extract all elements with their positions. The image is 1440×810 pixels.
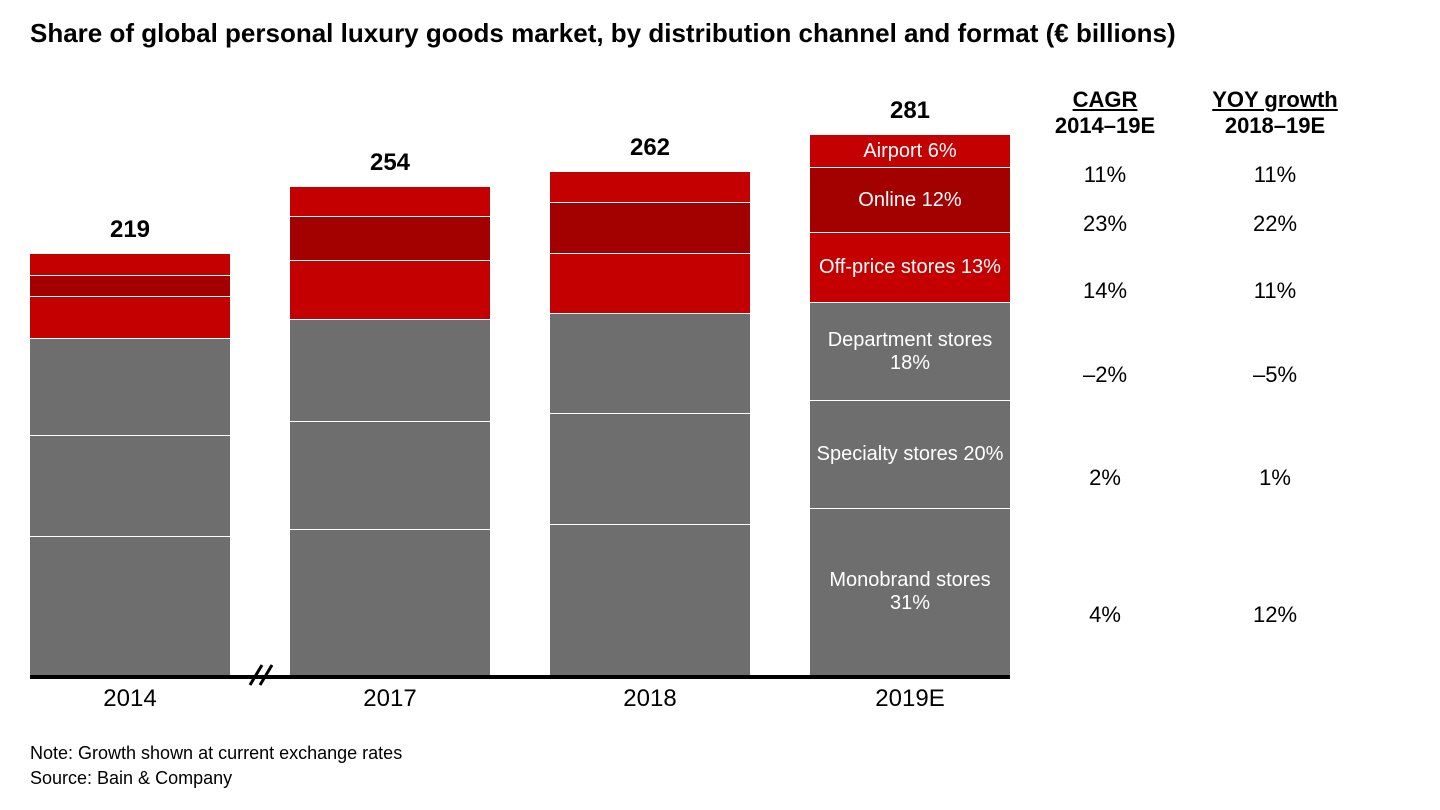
seg-2019E-specialty: Specialty stores 20%	[810, 400, 1010, 508]
seg-2019E-monobrand: Monobrand stores 31%	[810, 508, 1010, 675]
bar-total-2014: 219	[110, 216, 150, 244]
growth-cagr-specialty: 2%	[1020, 465, 1190, 491]
seg-2019E-department: Department stores 18%	[810, 302, 1010, 399]
growth-cagr-offprice: 14%	[1020, 278, 1190, 304]
seg-2019E-airport: Airport 6%	[810, 135, 1010, 167]
seg-2014-airport	[30, 254, 230, 275]
seg-2017-specialty	[290, 421, 490, 528]
seg-2018-specialty	[550, 413, 750, 524]
growth-cagr-department: –2%	[1020, 362, 1190, 388]
seg-2014-department	[30, 338, 230, 435]
footnote-note: Note: Growth shown at current exchange r…	[30, 741, 402, 765]
growth-row-online: 23%22%	[1020, 191, 1360, 256]
footnote-source: Source: Bain & Company	[30, 766, 402, 790]
bar-total-2017: 254	[370, 149, 410, 177]
bar-stack-2017	[290, 187, 490, 675]
seg-2018-monobrand	[550, 524, 750, 675]
growth-headers: CAGR2014–19EYOY growth2018–19E	[1020, 87, 1360, 139]
x-label-2014: 2014	[30, 685, 230, 713]
seg-2019E-online: Online 12%	[810, 167, 1010, 232]
growth-header-0-line1: CAGR	[1020, 87, 1190, 113]
seg-2018-airport	[550, 172, 750, 202]
bar-stack-2014	[30, 254, 230, 675]
bar-2019E: 281 Airport 6%Online 12%Off-price stores …	[810, 97, 1010, 675]
seg-2018-department	[550, 313, 750, 414]
seg-2017-online	[290, 216, 490, 260]
growth-row-specialty: 2%1%	[1020, 424, 1360, 532]
growth-header-1-line1: YOY growth	[1190, 87, 1360, 113]
growth-yoy-specialty: 1%	[1190, 465, 1360, 491]
growth-cagr-online: 23%	[1020, 211, 1190, 237]
chart-zone: 219 254 262 281 Airport 6%Online 12%Off-pric…	[30, 97, 1010, 713]
seg-2014-specialty	[30, 435, 230, 536]
bar-stack-2018	[550, 172, 750, 675]
growth-cagr-airport: 11%	[1020, 162, 1190, 188]
bar-total-2018: 262	[630, 134, 670, 162]
bar-2018: 262	[550, 134, 750, 675]
growth-row-offprice: 14%11%	[1020, 256, 1360, 326]
growth-rows: 11%11%23%22%14%11%–2%–5%2%1%4%12%	[1020, 159, 1360, 699]
seg-2019E-offprice: Off-price stores 13%	[810, 232, 1010, 302]
growth-cagr-monobrand: 4%	[1020, 602, 1190, 628]
chart-title: Share of global personal luxury goods ma…	[30, 18, 1410, 49]
growth-row-monobrand: 4%12%	[1020, 532, 1360, 699]
bar-2017: 254	[290, 149, 490, 675]
bars-row: 219 254 262 281 Airport 6%Online 12%Off-pric…	[30, 97, 1010, 679]
seg-2018-offprice	[550, 253, 750, 313]
seg-2017-airport	[290, 187, 490, 216]
growth-row-department: –2%–5%	[1020, 326, 1360, 423]
growth-yoy-offprice: 11%	[1190, 278, 1360, 304]
page: Share of global personal luxury goods ma…	[0, 0, 1440, 810]
seg-2014-monobrand	[30, 536, 230, 675]
seg-2017-monobrand	[290, 529, 490, 675]
growth-header-0: CAGR2014–19E	[1020, 87, 1190, 139]
bar-2014: 219	[30, 216, 230, 675]
seg-2018-online	[550, 202, 750, 252]
seg-2017-offprice	[290, 260, 490, 319]
growth-header-1-line2: 2018–19E	[1190, 113, 1360, 139]
growth-row-airport: 11%11%	[1020, 159, 1360, 191]
bar-stack-2019E: Airport 6%Online 12%Off-price stores 13%…	[810, 135, 1010, 675]
content-row: 219 254 262 281 Airport 6%Online 12%Off-pric…	[30, 97, 1410, 713]
growth-yoy-monobrand: 12%	[1190, 602, 1360, 628]
x-label-2019E: 2019E	[810, 685, 1010, 713]
footnotes: Note: Growth shown at current exchange r…	[30, 741, 402, 790]
seg-2014-online	[30, 275, 230, 296]
growth-table: CAGR2014–19EYOY growth2018–19E11%11%23%2…	[1020, 87, 1360, 699]
seg-2014-offprice	[30, 296, 230, 338]
growth-yoy-department: –5%	[1190, 362, 1360, 388]
bar-total-2019E: 281	[890, 97, 930, 125]
x-label-2018: 2018	[550, 685, 750, 713]
x-axis-labels: 2014 2017 2018 2019E	[30, 685, 1010, 713]
seg-2017-department	[290, 319, 490, 421]
x-label-2017: 2017	[290, 685, 490, 713]
growth-yoy-airport: 11%	[1190, 162, 1360, 188]
growth-yoy-online: 22%	[1190, 211, 1360, 237]
growth-header-0-line2: 2014–19E	[1020, 113, 1190, 139]
growth-header-1: YOY growth2018–19E	[1190, 87, 1360, 139]
